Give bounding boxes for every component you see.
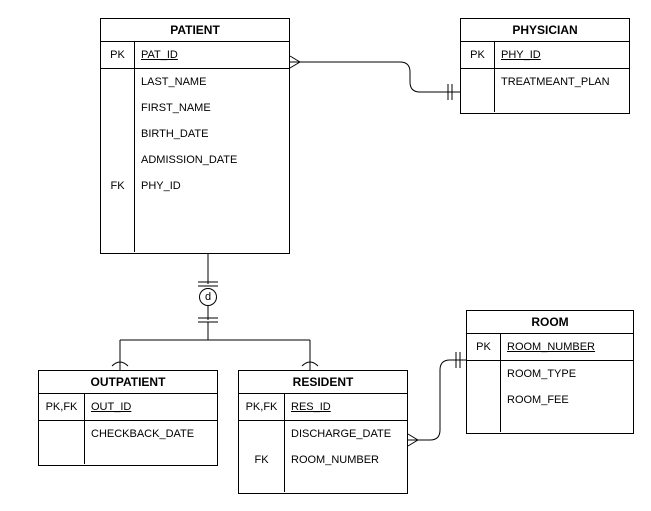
- physician-head-key: PK: [461, 42, 494, 69]
- entity-resident-title: RESIDENT: [239, 371, 407, 394]
- rel-resident-room: [408, 352, 466, 446]
- patient-attr-0: LAST_NAME: [135, 69, 289, 95]
- room-head-key: PK: [467, 334, 500, 361]
- patient-key-3: [101, 147, 134, 173]
- physician-key-0: [461, 69, 494, 95]
- supertype-discriminator-label: d: [205, 291, 211, 303]
- room-attr-0: ROOM_TYPE: [501, 361, 633, 387]
- entity-outpatient-title: OUTPATIENT: [39, 371, 217, 394]
- outpatient-attr-0: CHECKBACK_DATE: [85, 421, 217, 447]
- patient-head-attr: PAT_ID: [135, 42, 289, 69]
- resident-key-1: FK: [239, 447, 284, 473]
- room-head-attr: ROOM_NUMBER: [501, 334, 633, 361]
- room-key-1: [467, 387, 500, 413]
- resident-key-0: [239, 421, 284, 447]
- resident-head-key: PK,FK: [239, 394, 284, 421]
- patient-key-4: FK: [101, 173, 134, 199]
- patient-attr-1: FIRST_NAME: [135, 95, 289, 121]
- rel-patient-physician: [290, 56, 460, 100]
- entity-physician-title: PHYSICIAN: [461, 19, 629, 42]
- patient-attr-2: BIRTH_DATE: [135, 121, 289, 147]
- entity-patient-title: PATIENT: [101, 19, 289, 42]
- patient-key-1: [101, 95, 134, 121]
- outpatient-head-attr: OUT_ID: [85, 394, 217, 421]
- outpatient-head-key: PK,FK: [39, 394, 84, 421]
- entity-room-title: ROOM: [467, 311, 633, 334]
- resident-head-attr: RES_ID: [285, 394, 407, 421]
- patient-attr-4: PHY_ID: [135, 173, 289, 199]
- supertype-discriminator: d: [199, 288, 217, 306]
- resident-attr-1: ROOM_NUMBER: [285, 447, 407, 473]
- entity-outpatient: OUTPATIENT PK,FK OUT_ID CHECKBACK_DATE: [38, 370, 218, 466]
- entity-physician: PHYSICIAN PK PHY_ID TREATMEANT_PLAN: [460, 18, 630, 114]
- patient-attr-3: ADMISSION_DATE: [135, 147, 289, 173]
- patient-head-key: PK: [101, 42, 134, 69]
- entity-patient: PATIENT PK FK PAT_ID LAST_NAME FIRST_NAM…: [100, 18, 290, 254]
- room-key-0: [467, 361, 500, 387]
- patient-key-2: [101, 121, 134, 147]
- entity-resident: RESIDENT PK,FK FK RES_ID DISCHARGE_DATE …: [238, 370, 408, 494]
- room-attr-1: ROOM_FEE: [501, 387, 633, 413]
- entity-room: ROOM PK ROOM_NUMBER ROOM_TYPE ROOM_FEE: [466, 310, 634, 434]
- resident-attr-0: DISCHARGE_DATE: [285, 421, 407, 447]
- physician-attr-0: TREATMEANT_PLAN: [495, 69, 629, 95]
- physician-head-attr: PHY_ID: [495, 42, 629, 69]
- outpatient-key-0: [39, 421, 84, 447]
- rel-patient-subtypes: [112, 254, 318, 370]
- er-diagram-canvas: d PATIENT PK FK PAT_ID LAST_NAME FIRST_N…: [0, 0, 651, 511]
- patient-key-0: [101, 69, 134, 95]
